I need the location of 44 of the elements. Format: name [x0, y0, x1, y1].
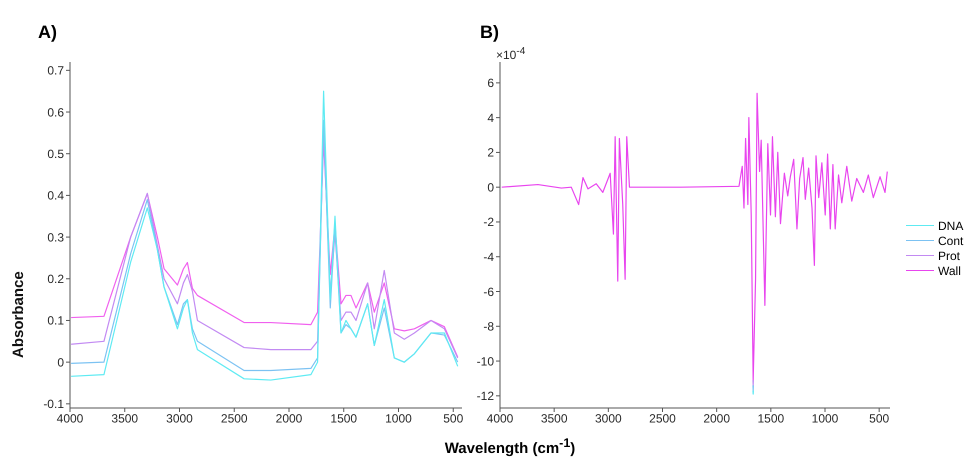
chart-title: A) — [38, 22, 57, 43]
y-tick-label: -12 — [476, 389, 494, 404]
y-tick-label: 0.7 — [47, 64, 64, 78]
x-tick-label: 3500 — [540, 412, 568, 426]
y-tick-label: -10 — [476, 354, 494, 368]
x-tick-label: 2500 — [220, 412, 248, 426]
x-tick-label: 4000 — [486, 412, 514, 426]
x-tick-label: 3500 — [111, 412, 138, 426]
x-axis-title: Wavelength (cm$^{-1}$) — [444, 436, 576, 457]
x-tick-label: 3000 — [166, 412, 194, 426]
x-tick-label: 500 — [443, 412, 464, 426]
y-tick-label: -6 — [483, 284, 494, 299]
y-tick-label: 0 — [487, 180, 494, 194]
y-tick-label: -4 — [483, 250, 494, 264]
text: ×10$^{-4}$ — [496, 46, 526, 62]
y-tick-label: 0.4 — [47, 188, 64, 203]
y-tick-label: 4 — [487, 110, 494, 125]
x-tick-label: 1000 — [385, 412, 412, 426]
x-tick-label: 500 — [869, 412, 890, 426]
y-tick-label: 6 — [487, 76, 494, 90]
y-tick-label: 0.5 — [47, 146, 64, 161]
x-tick-label: 4000 — [56, 412, 84, 426]
x-tick-label: 3000 — [594, 412, 622, 426]
chart-title: B) — [480, 22, 499, 43]
legend-label: Prot — [938, 248, 960, 262]
x-tick-label: 2500 — [649, 412, 676, 426]
y-tick-label: -2 — [483, 215, 494, 230]
y-tick-label: 0.3 — [47, 230, 64, 244]
x-tick-label: 2000 — [276, 412, 303, 426]
x-tick-label: 1000 — [812, 412, 839, 426]
y-tick-label: -0.1 — [43, 397, 64, 412]
y-tick-label: 0.6 — [47, 105, 64, 120]
x-tick-label: 2000 — [703, 412, 730, 426]
legend-label: Wall — [938, 264, 961, 278]
y-tick-label: -8 — [483, 320, 494, 334]
y-tick-label: 2 — [487, 146, 494, 160]
y-tick-label: 0.1 — [47, 314, 64, 328]
y-axis-title: Absorbance — [10, 270, 27, 358]
y-tick-label: 0.2 — [47, 272, 64, 286]
x-tick-label: 1500 — [757, 412, 785, 426]
legend-label: DNA — [938, 218, 964, 232]
legend-label: Cont — [938, 234, 964, 248]
y-tick-label: 0 — [57, 355, 64, 370]
x-tick-label: 1500 — [330, 412, 358, 426]
